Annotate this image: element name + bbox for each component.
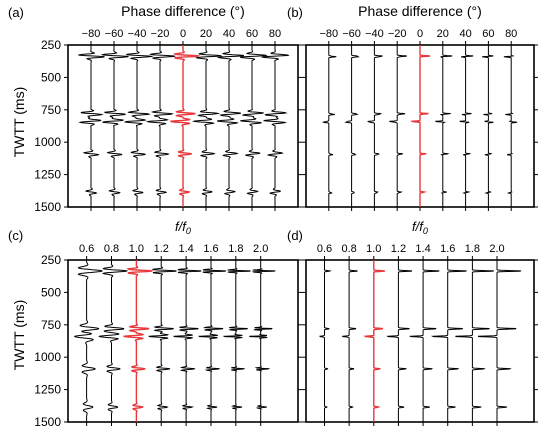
- x-tick-label: 1.4: [415, 243, 430, 255]
- panel-letter-b: (b): [287, 5, 303, 20]
- x-axis-title-c: f/f0: [175, 219, 191, 236]
- x-tick-label: 1.8: [465, 243, 480, 255]
- x-tick-label: −60: [342, 28, 361, 40]
- y-axis-label-bottom: TWTT (ms): [11, 300, 27, 371]
- seismic-trace: [477, 260, 522, 422]
- y-tick-label: 1500: [34, 415, 61, 429]
- y-tick-label: 750: [41, 103, 61, 117]
- reference-trace: [169, 45, 201, 207]
- seismic-trace: [249, 260, 276, 422]
- seismic-trace: [100, 45, 130, 207]
- seismic-trace: [341, 260, 358, 422]
- x-tick-label: 1.0: [129, 243, 144, 255]
- x-tick-label: 80: [505, 28, 517, 40]
- y-tick-label: 1000: [34, 135, 61, 149]
- y-tick-label: 1250: [34, 168, 61, 182]
- seismic-trace: [192, 45, 223, 207]
- x-tick-label: 40: [459, 28, 471, 40]
- plot-frame: [67, 259, 299, 423]
- x-tick-label: −80: [82, 28, 101, 40]
- x-tick-label: 20: [200, 28, 212, 40]
- x-tick-label: 1.4: [178, 243, 193, 255]
- x-tick-label: −20: [388, 28, 407, 40]
- panel-a: −80 −60 −40 −20 0 20 40 60 80 250 500 750 1000 1250 15…: [34, 28, 302, 214]
- x-axis-title-b: Phase difference (°): [358, 3, 482, 19]
- seismic-trace: [216, 45, 244, 207]
- x-tick-label: 40: [223, 28, 235, 40]
- x-tick-label: 0.8: [341, 243, 356, 255]
- seismic-trace: [459, 45, 474, 207]
- reference-trace: [122, 260, 154, 422]
- x-axis-title-a: Phase difference (°): [121, 3, 245, 19]
- panel-c: 0.6 0.8 1.0 1.2 1.4 1.6 1.8 2.0 250 500 750 1000 125…: [34, 243, 302, 429]
- seismic-trace: [389, 45, 407, 207]
- seismic-trace: [222, 260, 251, 422]
- y-tick-label: 1500: [34, 200, 61, 214]
- x-axis-title-d: f/f0: [412, 219, 428, 236]
- seismic-trace: [386, 260, 413, 422]
- x-tick-label: −40: [365, 28, 384, 40]
- y-tick-label: 250: [41, 38, 61, 52]
- y-tick-label: 250: [41, 253, 61, 267]
- x-tick-label: 80: [269, 28, 281, 40]
- x-tick-label: 1.2: [154, 243, 169, 255]
- panel-letter-c: (c): [8, 228, 23, 243]
- x-tick-label: 1.2: [391, 243, 406, 255]
- y-tick-label: 750: [41, 318, 61, 332]
- y-tick-label: 500: [41, 70, 61, 84]
- x-tick-label: −80: [319, 28, 338, 40]
- seismic-trace: [322, 45, 337, 207]
- seismic-trace: [148, 260, 177, 422]
- panel-letter-d: (d): [287, 228, 303, 243]
- x-tick-label: 0.8: [104, 243, 119, 255]
- panel-d: 0.6 0.8 1.0 1.2 1.4 1.6 1.8 2.0: [302, 243, 538, 426]
- reference-trace: [363, 260, 386, 422]
- x-tick-label: 0.6: [317, 243, 332, 255]
- panel-letter-a: (a): [8, 5, 24, 20]
- seismic-trace: [74, 260, 103, 422]
- seismic-trace: [78, 45, 105, 207]
- x-tick-label: 2.0: [253, 243, 268, 255]
- seismic-trace: [145, 45, 176, 207]
- x-tick-label: 2.0: [489, 243, 504, 255]
- seismic-trace: [319, 260, 332, 422]
- x-tick-label: 0: [180, 28, 186, 40]
- y-tick-label: 1250: [34, 383, 61, 397]
- seismic-trace: [503, 45, 518, 207]
- seismic-trace: [239, 45, 268, 207]
- seismic-trace: [344, 45, 360, 207]
- x-tick-label: −60: [105, 28, 124, 40]
- seismic-trace: [197, 260, 227, 422]
- x-tick-label: 0: [417, 28, 423, 40]
- x-tick-label: 1.6: [440, 243, 455, 255]
- x-tick-label: 0.6: [79, 243, 94, 255]
- x-tick-label: 60: [482, 28, 494, 40]
- y-axis-label-top: TWTT (ms): [11, 87, 27, 158]
- x-tick-label: 1.6: [203, 243, 218, 255]
- x-tick-label: 1.0: [366, 243, 381, 255]
- plot-frame: [305, 259, 535, 423]
- seismic-trace: [260, 45, 290, 207]
- seismic-trace: [435, 45, 453, 207]
- x-tick-label: 60: [246, 28, 258, 40]
- seismic-trace: [172, 260, 202, 422]
- x-tick-label: −20: [151, 28, 170, 40]
- y-tick-label: 1000: [34, 350, 61, 364]
- seismic-trace: [123, 45, 154, 207]
- x-tick-label: 20: [437, 28, 449, 40]
- panel-b: −80 −60 −40 −20 0 20 40 60 80: [302, 28, 538, 211]
- seismic-trace: [408, 260, 440, 422]
- seismic-trace: [482, 45, 494, 207]
- seismic-trace: [455, 260, 494, 422]
- reference-trace: [410, 45, 431, 207]
- seismic-trace: [367, 45, 383, 207]
- seismic-trace: [98, 260, 128, 422]
- seismic-trace: [430, 260, 467, 422]
- x-tick-label: 1.8: [228, 243, 243, 255]
- x-tick-label: −40: [128, 28, 147, 40]
- panels: −80 −60 −40 −20 0 20 40 60 80 250 500 750 1000 1250 15…: [34, 28, 538, 429]
- y-tick-label: 500: [41, 285, 61, 299]
